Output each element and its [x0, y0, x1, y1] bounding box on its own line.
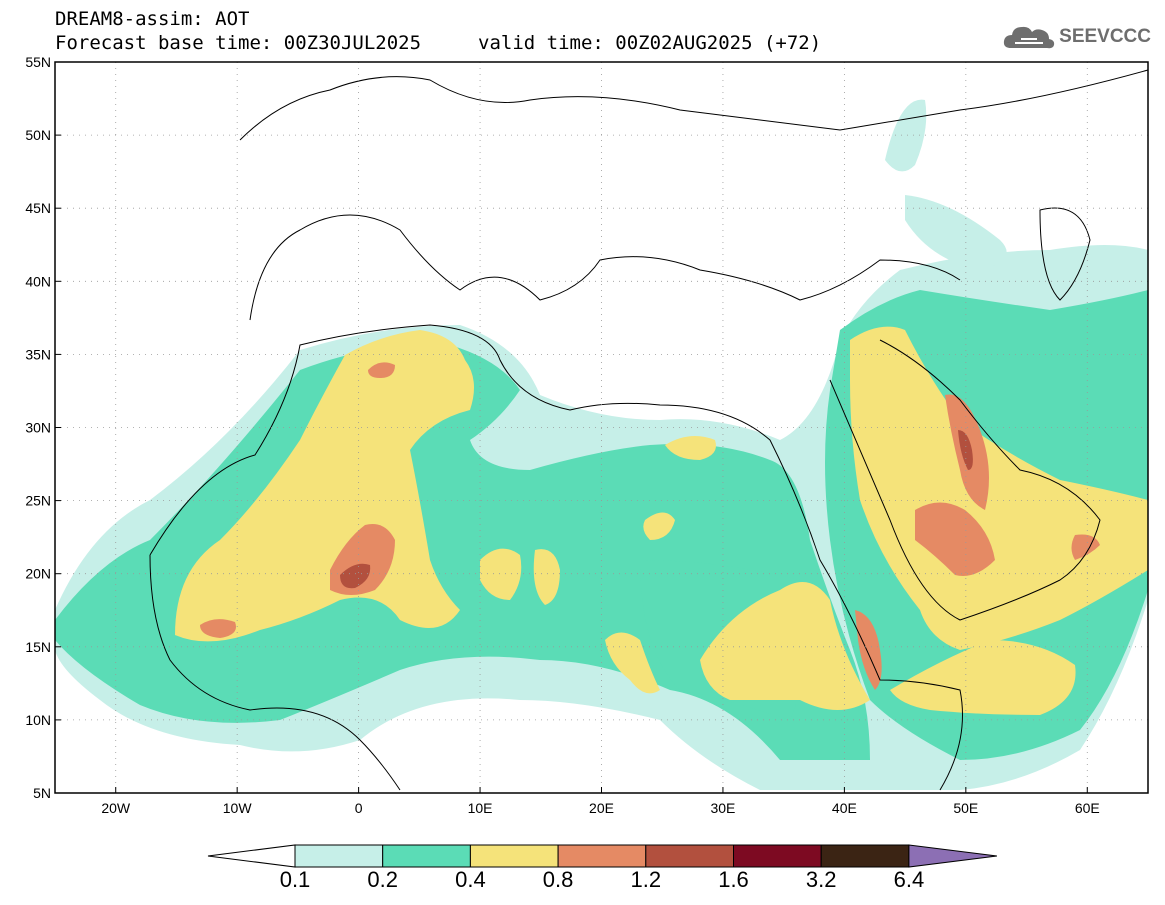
lon-label: 10W — [223, 800, 253, 816]
lat-label: 25N — [25, 493, 51, 509]
aot-region-level3-sudan — [700, 582, 870, 710]
lon-label: 50E — [953, 800, 978, 816]
coastline-arabia — [829, 339, 1101, 621]
colorbar-label: 1.2 — [630, 867, 662, 892]
lat-label: 55N — [25, 54, 51, 70]
colorbar-segment — [294, 844, 384, 868]
lon-label: 30E — [710, 800, 735, 816]
lat-label: 15N — [25, 639, 51, 655]
colorbar-segment — [469, 844, 559, 868]
lon-label: 10E — [468, 800, 493, 816]
colorbar-label: 1.6 — [718, 867, 749, 892]
coastline-caspian — [1039, 207, 1091, 301]
colorbar-segment — [382, 844, 471, 868]
aot-region-level4-arabia — [915, 502, 995, 576]
colorbar-label: 0.8 — [542, 867, 574, 892]
aot-region-level3-central2 — [533, 549, 560, 605]
colorbar-min-arrow — [207, 844, 296, 868]
colorbar-segment — [557, 844, 647, 868]
coastline-west-africa — [149, 554, 401, 791]
coastline-europe — [249, 214, 961, 321]
colorbar-label: 6.4 — [893, 867, 925, 892]
lat-label: 30N — [25, 420, 51, 436]
coastline-north — [239, 69, 1149, 141]
aot-region-level3-somalia — [890, 640, 1076, 715]
aot-region-level4-redsea — [855, 610, 882, 690]
aot-region-level3-libya2 — [643, 512, 675, 540]
aot-region-level4-algeria — [368, 362, 395, 378]
colorbar-segment — [820, 844, 910, 868]
title-line-1: DREAM8-assim: AOT — [55, 8, 250, 30]
aot-region-level1c — [905, 195, 1007, 270]
colorbar-label: 0.4 — [455, 867, 486, 892]
lon-label: 20W — [101, 800, 131, 816]
lat-label: 35N — [25, 346, 51, 362]
lon-label: 0 — [355, 800, 363, 816]
logo-text: SEEVCCC — [1059, 26, 1151, 47]
aot-region-level3-chad — [605, 632, 660, 694]
colorbar-max-arrow — [908, 844, 997, 868]
coastline-africa — [149, 324, 963, 791]
colorbar-label: 3.2 — [805, 867, 837, 892]
colorbar-segment — [645, 844, 734, 868]
aot-region-level3-sahara-west — [175, 330, 474, 642]
lat-label: 40N — [25, 273, 51, 289]
colorbar — [207, 844, 997, 868]
lat-label: 45N — [25, 200, 51, 216]
coastlines — [149, 69, 1149, 791]
lat-label: 20N — [25, 566, 51, 582]
aot-region-level5-iraq — [958, 430, 973, 470]
lat-label: 10N — [25, 712, 51, 728]
logo: SEEVCCC — [1003, 22, 1151, 52]
colorbar-label: 0.1 — [279, 867, 311, 892]
aot-region-level3-central — [480, 548, 522, 600]
title-line-2: Forecast base time: 00Z30JUL2025 — [55, 32, 422, 54]
aot-region-level4-mauritania — [200, 619, 236, 638]
colorbar-segment — [733, 844, 822, 868]
aot-region-level3-libya — [665, 436, 716, 460]
lon-label: 60E — [1075, 800, 1100, 816]
lon-label: 40E — [832, 800, 857, 816]
latitude-labels: 55N 50N 45N 40N 35N 30N 25N 20N 15N 10N 5N — [25, 54, 61, 801]
lat-label: 50N — [25, 127, 51, 143]
lat-label: 5N — [33, 785, 51, 801]
longitude-labels: 20W 10W 0 10E 20E 30E 40E 50E 60E — [101, 787, 1100, 816]
aot-region-level5-mali — [340, 563, 371, 589]
lon-label: 20E — [589, 800, 614, 816]
colorbar-label: 0.2 — [367, 867, 398, 892]
cloud-icon — [1004, 26, 1055, 49]
valid-time: valid time: 00Z02AUG2025 (+72) — [478, 32, 822, 54]
